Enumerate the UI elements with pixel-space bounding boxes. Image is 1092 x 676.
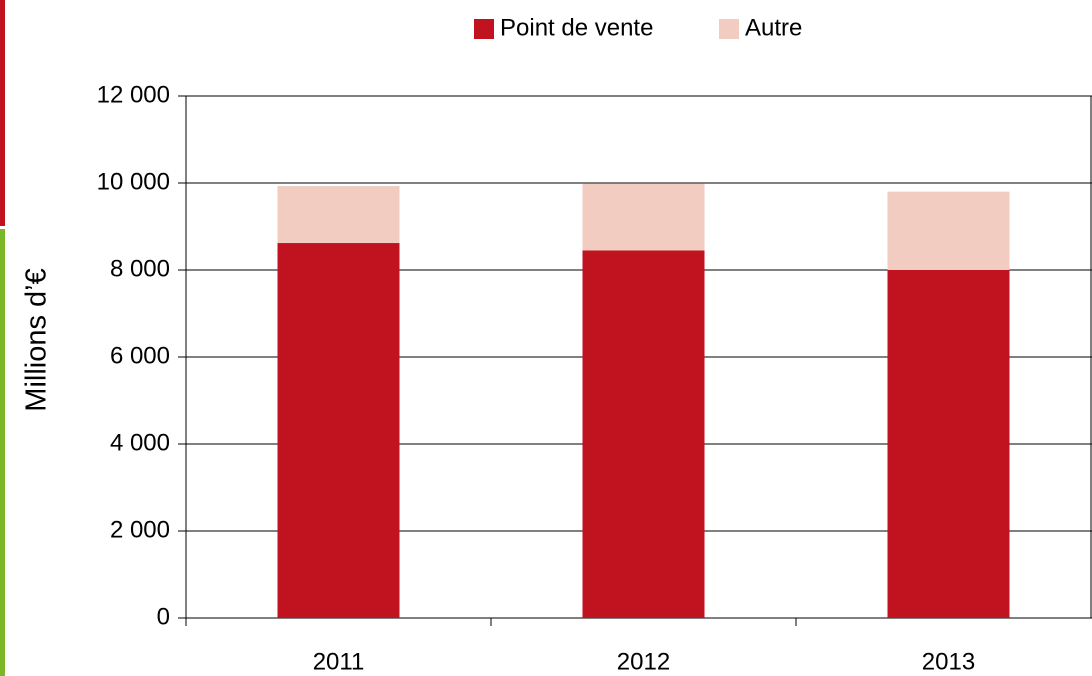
y-tick-label: 6 000: [110, 342, 170, 369]
y-tick-label: 8 000: [110, 255, 170, 282]
side-strip: [0, 229, 5, 676]
y-tick-label: 4 000: [110, 429, 170, 456]
side-strip: [0, 0, 5, 226]
bar-segment: [582, 250, 705, 619]
x-tick-label: 2011: [313, 648, 365, 675]
legend-swatch: [719, 19, 739, 39]
y-tick-label: 0: [157, 603, 170, 630]
y-tick-label: 2 000: [110, 516, 170, 543]
legend-label: Autre: [745, 14, 802, 41]
y-tick-label: 12 000: [97, 81, 170, 108]
bar-segment: [277, 186, 400, 244]
legend-swatch: [474, 19, 494, 39]
bar-segment: [887, 270, 1010, 618]
bar-segment: [277, 243, 400, 618]
y-tick-label: 10 000: [97, 168, 170, 195]
legend-label: Point de vente: [500, 14, 653, 41]
x-tick-label: 2013: [922, 648, 975, 675]
y-axis-label: Millions d’€: [21, 268, 53, 411]
bar-segment: [887, 191, 1010, 270]
x-tick-label: 2012: [617, 648, 670, 675]
bar-segment: [582, 183, 705, 251]
